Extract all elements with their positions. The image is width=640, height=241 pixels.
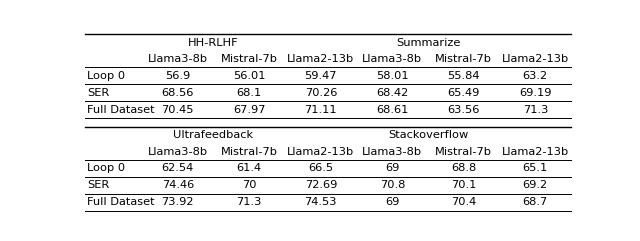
Text: SER: SER	[88, 87, 109, 98]
Text: Summarize: Summarize	[396, 38, 460, 48]
Text: 70.1: 70.1	[451, 180, 476, 190]
Text: 63.56: 63.56	[447, 105, 480, 114]
Text: 70.8: 70.8	[380, 180, 405, 190]
Text: SER: SER	[88, 180, 109, 190]
Text: 74.46: 74.46	[162, 180, 194, 190]
Text: 56.9: 56.9	[165, 71, 190, 80]
Text: Full Dataset: Full Dataset	[88, 105, 155, 114]
Text: Llama2-13b: Llama2-13b	[287, 54, 355, 64]
Text: Mistral-7b: Mistral-7b	[221, 147, 278, 157]
Text: 59.47: 59.47	[305, 71, 337, 80]
Text: Llama3-8b: Llama3-8b	[148, 54, 208, 64]
Text: Loop 0: Loop 0	[88, 163, 125, 173]
Text: 65.1: 65.1	[523, 163, 548, 173]
Text: 70: 70	[242, 180, 257, 190]
Text: 69: 69	[385, 197, 399, 207]
Text: 66.5: 66.5	[308, 163, 333, 173]
Text: Ultrafeedback: Ultrafeedback	[173, 130, 253, 141]
Text: Llama2-13b: Llama2-13b	[502, 147, 569, 157]
Text: 71.3: 71.3	[237, 197, 262, 207]
Text: 55.84: 55.84	[447, 71, 480, 80]
Text: 69: 69	[385, 163, 399, 173]
Text: 69.19: 69.19	[519, 87, 552, 98]
Text: 67.97: 67.97	[233, 105, 266, 114]
Text: 68.8: 68.8	[451, 163, 476, 173]
Text: Llama3-8b: Llama3-8b	[148, 147, 208, 157]
Text: Stackoverflow: Stackoverflow	[388, 130, 468, 141]
Text: 62.54: 62.54	[162, 163, 194, 173]
Text: Mistral-7b: Mistral-7b	[435, 54, 492, 64]
Text: 70.26: 70.26	[305, 87, 337, 98]
Text: Llama2-13b: Llama2-13b	[287, 147, 355, 157]
Text: Loop 0: Loop 0	[88, 71, 125, 80]
Text: 65.49: 65.49	[447, 87, 480, 98]
Text: 71.3: 71.3	[523, 105, 548, 114]
Text: 68.1: 68.1	[237, 87, 262, 98]
Text: 61.4: 61.4	[237, 163, 262, 173]
Text: 72.69: 72.69	[305, 180, 337, 190]
Text: 58.01: 58.01	[376, 71, 408, 80]
Text: 68.61: 68.61	[376, 105, 408, 114]
Text: 68.42: 68.42	[376, 87, 408, 98]
Text: 73.92: 73.92	[161, 197, 194, 207]
Text: 74.53: 74.53	[305, 197, 337, 207]
Text: 68.7: 68.7	[523, 197, 548, 207]
Text: HH-RLHF: HH-RLHF	[188, 38, 239, 48]
Text: Llama2-13b: Llama2-13b	[502, 54, 569, 64]
Text: Full Dataset: Full Dataset	[88, 197, 155, 207]
Text: Mistral-7b: Mistral-7b	[435, 147, 492, 157]
Text: 69.2: 69.2	[523, 180, 548, 190]
Text: 63.2: 63.2	[523, 71, 548, 80]
Text: 70.45: 70.45	[161, 105, 194, 114]
Text: 56.01: 56.01	[233, 71, 266, 80]
Text: Mistral-7b: Mistral-7b	[221, 54, 278, 64]
Text: 70.4: 70.4	[451, 197, 476, 207]
Text: Llama3-8b: Llama3-8b	[362, 54, 422, 64]
Text: 71.11: 71.11	[305, 105, 337, 114]
Text: 68.56: 68.56	[161, 87, 194, 98]
Text: Llama3-8b: Llama3-8b	[362, 147, 422, 157]
